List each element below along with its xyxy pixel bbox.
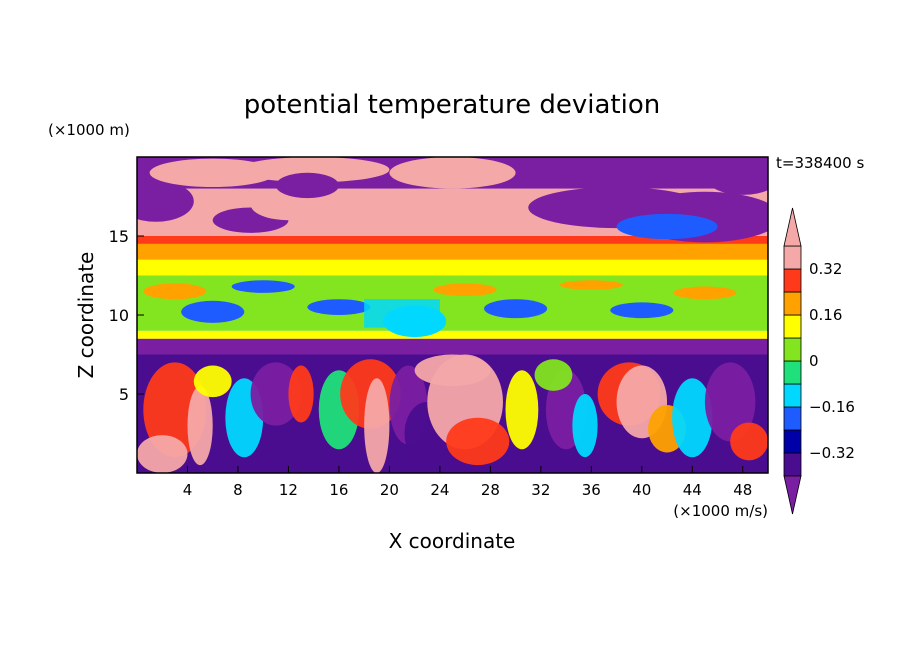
colorbar-swatch — [783, 383, 802, 408]
y-axis-label: Z coordinate — [74, 252, 98, 379]
field-swirl — [672, 378, 713, 458]
band-red — [137, 236, 768, 244]
x-axis-ticks: 4 8 12 16 20 24 28 32 36 40 44 48 — [183, 466, 752, 499]
colorbar-swatch — [783, 360, 802, 385]
y-axis-ticks: 5 10 15 — [109, 227, 144, 404]
band-low-purple — [137, 338, 768, 355]
band-orange — [137, 243, 768, 260]
field-blob — [137, 180, 194, 222]
field-swirl — [187, 386, 213, 466]
x-tick-label: 28 — [481, 481, 500, 499]
time-label: t=338400 s — [776, 154, 864, 172]
field-patch — [610, 302, 674, 319]
chart-title: potential temperature deviation — [244, 90, 660, 120]
x-tick-label: 44 — [683, 481, 702, 499]
field-patch — [673, 286, 737, 300]
colorbar-bottom-extension — [783, 475, 802, 515]
field-blob — [515, 158, 668, 181]
field-patch — [143, 283, 207, 300]
field-blob — [389, 157, 516, 189]
x-tick-label: 40 — [632, 481, 651, 499]
colorbar-swatch — [783, 245, 802, 270]
field-swirl — [446, 417, 510, 466]
field-patch — [231, 280, 295, 293]
y-tick-label: 15 — [109, 227, 129, 246]
colorbar-tick-label: −0.16 — [809, 398, 855, 416]
colorbar-swatch — [783, 268, 802, 293]
x-tick-label: 32 — [531, 481, 550, 499]
field-swirl — [505, 370, 539, 450]
field-swirl — [193, 365, 232, 398]
colorbar-swatch — [783, 452, 802, 477]
x-tick-label: 8 — [233, 481, 243, 499]
field-swirl — [288, 365, 314, 423]
field-swirl — [534, 359, 573, 391]
colorbar-tick-label: 0.32 — [809, 260, 842, 278]
colorbar-tick-label: −0.32 — [809, 444, 855, 462]
colorbar-swatch — [783, 429, 802, 454]
x-tick-label: 4 — [183, 481, 193, 499]
x-axis-label: X coordinate — [389, 529, 516, 553]
field-blob — [704, 157, 768, 195]
field-patch — [559, 280, 623, 290]
field-swirl — [137, 435, 188, 473]
field-blob — [237, 157, 390, 183]
band-yellow — [137, 259, 768, 276]
x-tick-label: 16 — [329, 481, 348, 499]
band-yellow-low — [137, 330, 768, 339]
field-patch-cyan — [364, 299, 440, 328]
colorbar-swatch — [783, 314, 802, 339]
colorbar: 0.32 0.16 0 −0.16 −0.32 — [783, 207, 855, 515]
y-unit-label: (×1000 m) — [48, 121, 130, 139]
colorbar-swatch — [783, 406, 802, 431]
field-patch — [433, 283, 497, 297]
field-patch — [484, 299, 548, 319]
x-tick-label: 20 — [380, 481, 399, 499]
colorbar-top-extension — [783, 207, 802, 247]
colorbar-swatch — [783, 291, 802, 316]
field-swirl — [730, 422, 768, 461]
field-swirl — [250, 362, 302, 426]
field-swirl — [364, 378, 390, 473]
x-tick-label: 24 — [430, 481, 449, 499]
x-tick-label: 36 — [582, 481, 601, 499]
field-swirl — [414, 354, 491, 387]
x-tick-label: 12 — [279, 481, 298, 499]
temperature-field — [137, 157, 768, 473]
field-swirl — [704, 362, 756, 442]
field-swirl — [572, 394, 598, 458]
field-patch — [181, 300, 245, 323]
field-patch — [307, 299, 371, 315]
x-tick-label: 48 — [733, 481, 752, 499]
colorbar-tick-label: 0 — [809, 352, 819, 370]
y-tick-label: 10 — [109, 306, 129, 325]
y-tick-label: 5 — [119, 385, 129, 404]
field-blob — [275, 172, 339, 199]
field-blob — [616, 213, 718, 240]
colorbar-tick-label: 0.16 — [809, 306, 842, 324]
colorbar-swatch — [783, 337, 802, 362]
x-unit-label: (×1000 m/s) — [673, 502, 768, 520]
